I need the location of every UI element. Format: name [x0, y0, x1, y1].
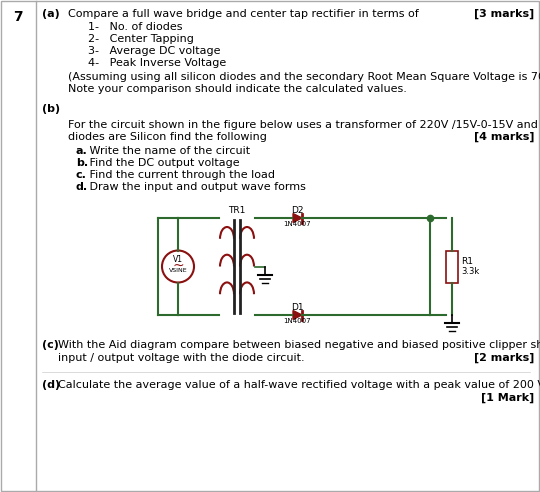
- Text: [3 marks]: [3 marks]: [474, 9, 534, 19]
- Text: b.: b.: [76, 158, 88, 168]
- Polygon shape: [293, 310, 302, 319]
- Text: ~: ~: [172, 258, 184, 273]
- Text: 7: 7: [13, 10, 23, 24]
- Text: a.: a.: [76, 146, 87, 156]
- Text: (c): (c): [42, 340, 59, 350]
- Text: 4-   Peak Inverse Voltage: 4- Peak Inverse Voltage: [88, 58, 226, 68]
- Text: [1 Mark]: [1 Mark]: [481, 393, 534, 403]
- Text: For the circuit shown in the figure below uses a transformer of 220V /15V-0-15V : For the circuit shown in the figure belo…: [68, 120, 540, 130]
- Text: Find the DC output voltage: Find the DC output voltage: [86, 158, 240, 168]
- Text: 1N4007: 1N4007: [284, 318, 312, 324]
- Text: (d): (d): [42, 380, 60, 390]
- Text: Compare a full wave bridge and center tap rectifier in terms of: Compare a full wave bridge and center ta…: [68, 9, 419, 19]
- Text: Write the name of the circuit: Write the name of the circuit: [86, 146, 251, 156]
- Text: V1: V1: [173, 254, 183, 264]
- Text: 3-   Average DC voltage: 3- Average DC voltage: [88, 46, 220, 56]
- Text: Find the current through the load: Find the current through the load: [86, 170, 275, 180]
- Text: D2: D2: [291, 206, 303, 215]
- Text: Note your comparison should indicate the calculated values.: Note your comparison should indicate the…: [68, 84, 407, 94]
- Text: R1: R1: [461, 257, 473, 266]
- Text: Calculate the average value of a half-wave rectified voltage with a peak value o: Calculate the average value of a half-wa…: [58, 380, 540, 390]
- Text: TR1: TR1: [228, 206, 246, 215]
- Text: (Assuming using all silicon diodes and the secondary Root Mean Square Voltage is: (Assuming using all silicon diodes and t…: [68, 72, 540, 82]
- Text: 2-   Center Tapping: 2- Center Tapping: [88, 34, 194, 44]
- Bar: [446, 250, 458, 282]
- Text: Draw the input and output wave forms: Draw the input and output wave forms: [86, 182, 306, 192]
- Text: 1N4007: 1N4007: [284, 221, 312, 227]
- Text: D1: D1: [291, 303, 304, 312]
- Text: [4 marks]: [4 marks]: [474, 132, 534, 142]
- Polygon shape: [293, 214, 302, 222]
- Text: diodes are Silicon find the following: diodes are Silicon find the following: [68, 132, 267, 142]
- Text: With the Aid diagram compare between biased negative and biased positive clipper: With the Aid diagram compare between bia…: [58, 340, 540, 350]
- Text: d.: d.: [76, 182, 88, 192]
- Text: input / output voltage with the diode circuit.: input / output voltage with the diode ci…: [58, 353, 305, 363]
- Text: 3.3k: 3.3k: [461, 267, 480, 276]
- Text: 1-   No. of diodes: 1- No. of diodes: [88, 22, 183, 32]
- Text: (a): (a): [42, 9, 60, 19]
- Text: (b): (b): [42, 104, 60, 114]
- Text: [2 marks]: [2 marks]: [474, 353, 534, 363]
- Text: VSINE: VSINE: [168, 269, 187, 274]
- Text: c.: c.: [76, 170, 87, 180]
